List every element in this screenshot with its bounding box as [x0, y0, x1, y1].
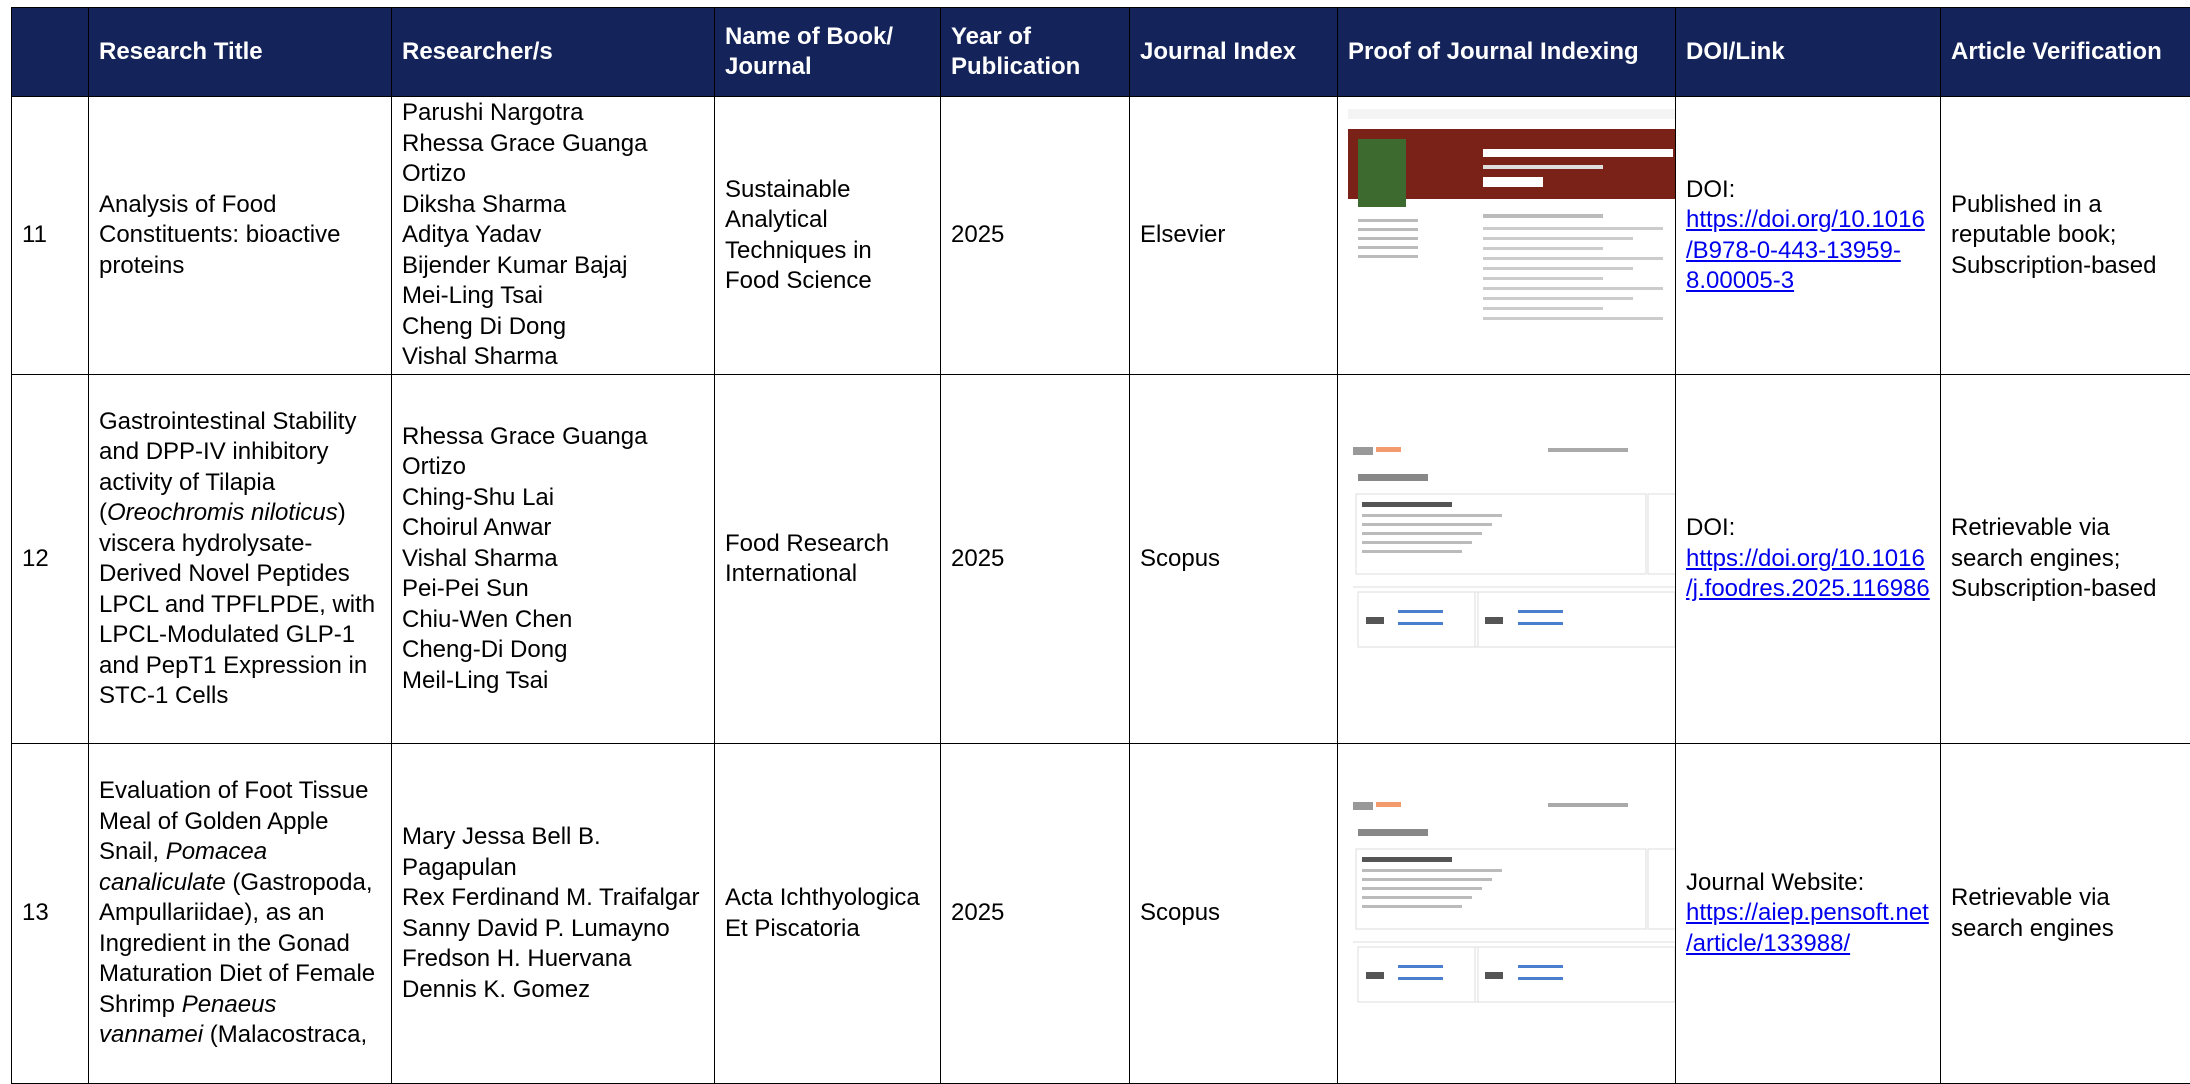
researcher: Rhessa Grace Guanga Ortizo	[402, 129, 704, 190]
research-title: Evaluation of Foot Tissue Meal of Golden…	[89, 744, 392, 1084]
title-segment: Analysis of Food Constituents: bioactive…	[99, 191, 340, 279]
researcher: Ching-Shu Lai	[402, 483, 704, 514]
header-cell: Name of Book/ Journal	[715, 8, 941, 97]
title-segment: ) viscera hydrolysate-Derived Novel Pept…	[99, 499, 375, 709]
researcher: Cheng Di Dong	[402, 312, 704, 343]
header-cell: Researcher/s	[392, 8, 715, 97]
researcher: Mary Jessa Bell B. Pagapulan	[402, 822, 704, 883]
researcher: Choirul Anwar	[402, 513, 704, 544]
verification: Retrievable via search engines; Subscrip…	[1941, 375, 2190, 744]
researcher: Parushi Nargotra	[402, 98, 704, 129]
header-cell: Year of Publication	[941, 8, 1130, 97]
verification: Retrievable via search engines	[1941, 744, 2190, 1084]
researcher: Dennis K. Gomez	[402, 975, 704, 1006]
research-title: Gastrointestinal Stability and DPP-IV in…	[89, 375, 392, 744]
journal-index: Elsevier	[1130, 97, 1338, 375]
year: 2025	[941, 97, 1130, 375]
researcher: Cheng-Di Dong	[402, 635, 704, 666]
journal: Sustainable Analytical Techniques in Foo…	[715, 97, 941, 375]
header-cell	[12, 8, 89, 97]
doi-cell: DOI:https://doi.org/10.1016/B978-0-443-1…	[1676, 97, 1941, 375]
researcher: Chiu-Wen Chen	[402, 605, 704, 636]
proof-cell	[1338, 744, 1676, 1084]
row-number: 13	[12, 744, 89, 1084]
title-segment: Oreochromis niloticus	[107, 499, 338, 526]
proof-cell	[1338, 375, 1676, 744]
researcher: Rhessa Grace Guanga Ortizo	[402, 422, 704, 483]
journal: Food Research International	[715, 375, 941, 744]
year: 2025	[941, 375, 1130, 744]
header-cell: DOI/Link	[1676, 8, 1941, 97]
researcher: Mei-Ling Tsai	[402, 281, 704, 312]
header-cell: Article Verification	[1941, 8, 2190, 97]
link-label: Journal Website:	[1686, 868, 1930, 899]
doi-link[interactable]: https://aiep.pensoft.net/article/133988/	[1686, 899, 1929, 957]
researcher: Meil-Ling Tsai	[402, 666, 704, 697]
title-segment: (Malacostraca,	[203, 1021, 367, 1048]
year: 2025	[941, 744, 1130, 1084]
doi-link[interactable]: https://doi.org/10.1016/j.foodres.2025.1…	[1686, 545, 1930, 603]
row-number: 11	[12, 97, 89, 375]
researcher: Vishal Sharma	[402, 342, 704, 373]
journal: Acta Ichthyologica Et Piscatoria	[715, 744, 941, 1084]
researcher: Pei-Pei Sun	[402, 574, 704, 605]
researcher: Sanny David P. Lumayno	[402, 914, 704, 945]
researcher: Bijender Kumar Bajaj	[402, 251, 704, 282]
journal-index: Scopus	[1130, 744, 1338, 1084]
doi-cell: Journal Website:https://aiep.pensoft.net…	[1676, 744, 1941, 1084]
researcher: Vishal Sharma	[402, 544, 704, 575]
doi-cell: DOI:https://doi.org/10.1016/j.foodres.20…	[1676, 375, 1941, 744]
header-cell: Proof of Journal Indexing	[1338, 8, 1676, 97]
link-label: DOI:	[1686, 513, 1930, 544]
researcher: Fredson H. Huervana	[402, 944, 704, 975]
indexing-screenshot	[1348, 109, 1676, 354]
research-title: Analysis of Food Constituents: bioactive…	[89, 97, 392, 375]
header-cell: Journal Index	[1130, 8, 1338, 97]
link-label: DOI:	[1686, 175, 1930, 206]
researcher: Rex Ferdinand M. Traifalgar	[402, 883, 704, 914]
doi-link[interactable]: https://doi.org/10.1016/B978-0-443-13959…	[1686, 206, 1925, 294]
indexing-screenshot	[1348, 787, 1676, 1032]
verification: Published in a reputable book; Subscript…	[1941, 97, 2190, 375]
researcher: Aditya Yadav	[402, 220, 704, 251]
proof-cell	[1338, 97, 1676, 375]
journal-index: Scopus	[1130, 375, 1338, 744]
researcher: Diksha Sharma	[402, 190, 704, 221]
row-number: 12	[12, 375, 89, 744]
header-cell: Research Title	[89, 8, 392, 97]
indexing-screenshot	[1348, 432, 1676, 677]
